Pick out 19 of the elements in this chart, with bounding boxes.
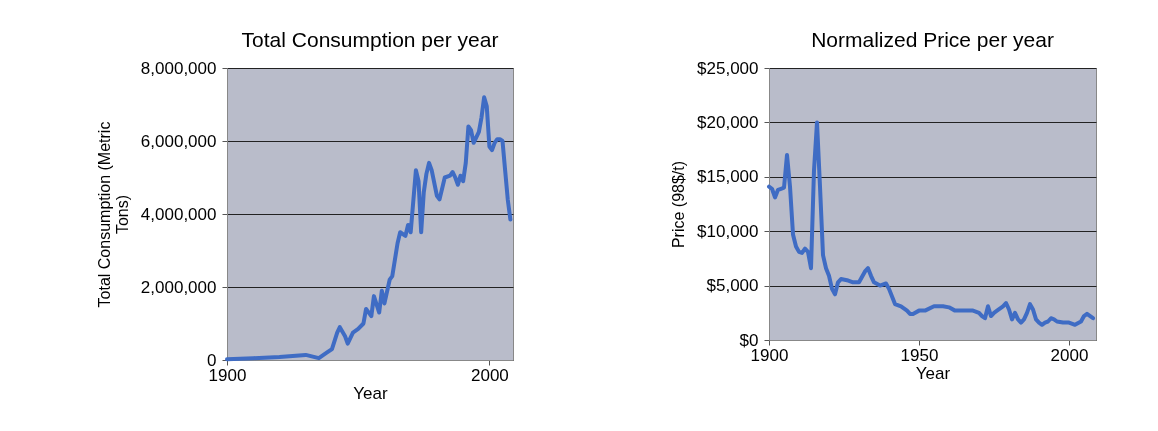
y-axis-title: Price (98$/t) bbox=[670, 160, 688, 249]
y-tick-label: $5,000 bbox=[706, 276, 759, 296]
chart-title: Normalized Price per year bbox=[811, 28, 1054, 51]
y-tick-label: $15,000 bbox=[697, 167, 759, 187]
x-axis-title: Year bbox=[353, 383, 389, 403]
y-axis-title: Total Consumption (Metric Tons) bbox=[95, 121, 131, 308]
x-axis-title: Year bbox=[915, 363, 951, 383]
chart-title: Total Consumption per year bbox=[241, 28, 499, 51]
x-tick-label: 2000 bbox=[470, 365, 509, 385]
y-tick-label: 2,000,000 bbox=[140, 277, 217, 297]
y-tick-label: $20,000 bbox=[697, 112, 759, 132]
y-tick-label: 6,000,000 bbox=[140, 131, 217, 151]
x-tick-label: 1950 bbox=[900, 345, 939, 365]
y-tick-label: $25,000 bbox=[697, 58, 759, 78]
x-tick-label: 2000 bbox=[1050, 345, 1089, 365]
y-tick-label: 8,000,000 bbox=[140, 58, 217, 78]
y-tick-label: 4,000,000 bbox=[140, 204, 217, 224]
line-series bbox=[767, 120, 1095, 327]
y-tick-label: $10,000 bbox=[697, 221, 759, 241]
